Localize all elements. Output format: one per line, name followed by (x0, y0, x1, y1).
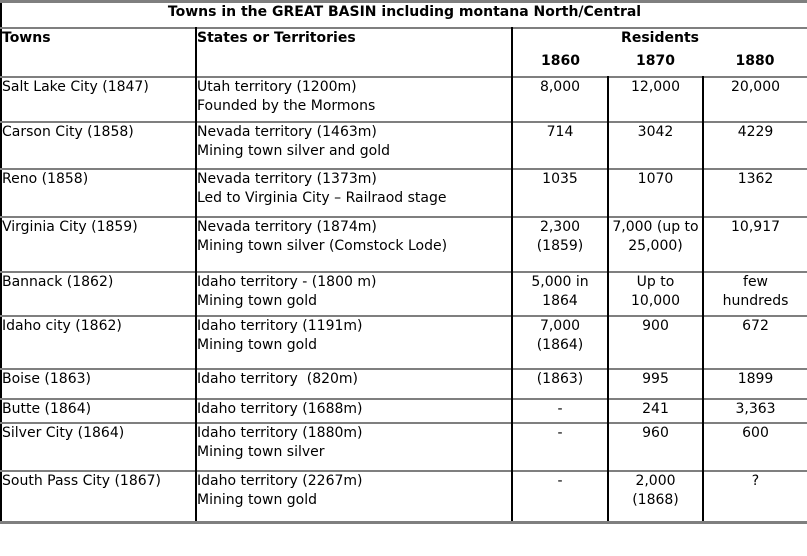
cell-town: Virginia City (1859) (1, 215, 197, 272)
column-header-towns: Towns (1, 26, 197, 77)
cell-town: Silver City (1864) (1, 421, 197, 471)
cell-residents-1870: 995 (608, 367, 704, 399)
cell-residents-1870: 12,000 (608, 75, 704, 122)
cell-residents-1880: 3,363 (703, 397, 807, 423)
header-row: Towns States or Territories Residents (1, 26, 807, 77)
column-header-residents: Residents (512, 26, 807, 52)
cell-residents-1880: 4229 (703, 120, 807, 169)
cell-residents-1860: 5,000 in 1864 (512, 270, 609, 316)
cell-residents-1870: Up to 10,000 (608, 270, 704, 316)
cell-residents-1870: 3042 (608, 120, 704, 169)
cell-territory: Idaho territory - (1800 m) Mining town g… (196, 270, 513, 316)
cell-residents-1870: 2,000 (1868) (608, 469, 704, 523)
cell-residents-1880: 672 (703, 314, 807, 369)
cell-residents-1870: 960 (608, 421, 704, 471)
cell-residents-1880: 20,000 (703, 75, 807, 122)
cell-territory: Idaho territory (820m) (196, 367, 513, 399)
cell-town: Carson City (1858) (1, 120, 197, 169)
cell-territory: Utah territory (1200m) Founded by the Mo… (196, 75, 513, 122)
cell-territory: Idaho territory (1880m) Mining town silv… (196, 421, 513, 471)
cell-residents-1870: 1070 (608, 167, 704, 217)
cell-territory: Nevada territory (1373m) Led to Virginia… (196, 167, 513, 217)
title-row: Towns in the GREAT BASIN including monta… (1, 2, 807, 28)
cell-residents-1860: 2,300 (1859) (512, 215, 609, 272)
column-header-1860: 1860 (541, 52, 580, 69)
cell-town: Butte (1864) (1, 397, 197, 423)
year-header-row: 1860 1870 1880 (1, 52, 807, 77)
cell-residents-1860: 1035 (512, 167, 609, 217)
cell-residents-1860: 714 (512, 120, 609, 169)
cell-residents-1870: 900 (608, 314, 704, 369)
column-header-states: States or Territories (196, 26, 513, 77)
cell-town: Reno (1858) (1, 167, 197, 217)
cell-residents-1860: - (512, 469, 609, 523)
table-row-idaho-city: Idaho city (1862) Idaho territory (1191m… (1, 314, 807, 369)
great-basin-towns-table: Towns in the GREAT BASIN including monta… (0, 0, 807, 524)
table-row-south-pass-city: South Pass City (1867) Idaho territory (… (1, 469, 807, 523)
cell-town: Idaho city (1862) (1, 314, 197, 369)
cell-residents-1880: few hundreds (703, 270, 807, 316)
cell-residents-1860: - (512, 397, 609, 423)
cell-town: Boise (1863) (1, 367, 197, 399)
cell-town: Bannack (1862) (1, 270, 197, 316)
table-row-virginia-city: Virginia City (1859) Nevada territory (1… (1, 215, 807, 272)
table-row-butte: Butte (1864) Idaho territory (1688m) - 2… (1, 397, 807, 423)
cell-territory: Nevada territory (1463m) Mining town sil… (196, 120, 513, 169)
table-row-salt-lake-city: Salt Lake City (1847) Utah territory (12… (1, 75, 807, 122)
cell-residents-1880: 10,917 (703, 215, 807, 272)
cell-town: South Pass City (1867) (1, 469, 197, 523)
cell-residents-1870: 7,000 (up to 25,000) (608, 215, 704, 272)
cell-residents-1860: 8,000 (512, 75, 609, 122)
table-row-boise: Boise (1863) Idaho territory (820m) (186… (1, 367, 807, 399)
cell-residents-1880: ? (703, 469, 807, 523)
cell-residents-1880: 1362 (703, 167, 807, 217)
column-header-1870: 1870 (636, 52, 675, 69)
cell-residents-1860: (1863) (512, 367, 609, 399)
table-title: Towns in the GREAT BASIN including monta… (167, 4, 642, 20)
table-row-carson-city: Carson City (1858) Nevada territory (146… (1, 120, 807, 169)
cell-territory: Idaho territory (1688m) (196, 397, 513, 423)
table-row-reno: Reno (1858) Nevada territory (1373m) Led… (1, 167, 807, 217)
cell-residents-1860: - (512, 421, 609, 471)
cell-territory: Idaho territory (2267m) Mining town gold (196, 469, 513, 523)
table-row-silver-city: Silver City (1864) Idaho territory (1880… (1, 421, 807, 471)
cell-residents-1860: 7,000 (1864) (512, 314, 609, 369)
cell-residents-1870: 241 (608, 397, 704, 423)
cell-territory: Nevada territory (1874m) Mining town sil… (196, 215, 513, 272)
table-row-bannack: Bannack (1862) Idaho territory - (1800 m… (1, 270, 807, 316)
column-header-1880: 1880 (735, 52, 775, 69)
cell-territory: Idaho territory (1191m) Mining town gold (196, 314, 513, 369)
cell-residents-1880: 1899 (703, 367, 807, 399)
cell-town: Salt Lake City (1847) (1, 75, 197, 122)
cell-residents-1880: 600 (703, 421, 807, 471)
